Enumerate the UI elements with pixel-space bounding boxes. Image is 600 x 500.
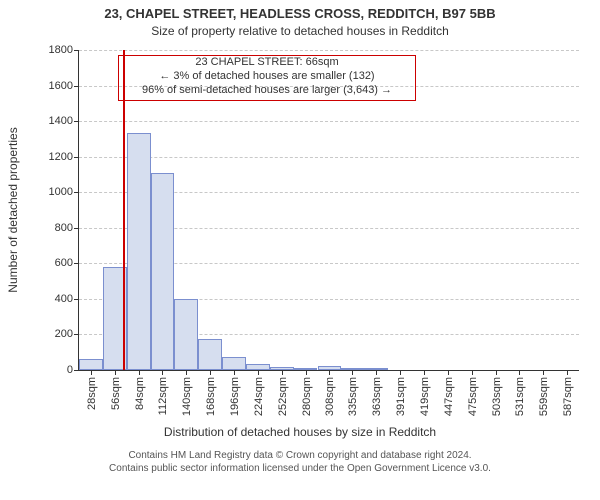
x-tick-mark	[543, 370, 544, 375]
annotation-line: 23 CHAPEL STREET: 66sqm	[119, 56, 415, 70]
x-tick-label: 587sqm	[560, 377, 574, 416]
x-tick-label: 308sqm	[322, 377, 336, 416]
y-tick-label: 800	[55, 222, 79, 234]
histogram-bar	[127, 133, 151, 370]
annotation-line: 96% of semi-detached houses are larger (…	[119, 84, 415, 98]
x-tick-mark	[400, 370, 401, 375]
x-tick-label: 335sqm	[345, 377, 359, 416]
x-tick-label: 419sqm	[417, 377, 431, 416]
gridline	[79, 50, 579, 51]
chart-subtitle: Size of property relative to detached ho…	[0, 24, 600, 38]
y-tick-label: 0	[67, 364, 79, 376]
x-tick-mark	[306, 370, 307, 375]
y-tick-label: 200	[55, 328, 79, 340]
x-tick-mark	[376, 370, 377, 375]
x-tick-mark	[258, 370, 259, 375]
x-tick-mark	[472, 370, 473, 375]
x-tick-label: 280sqm	[299, 377, 313, 416]
x-tick-mark	[424, 370, 425, 375]
x-tick-label: 475sqm	[465, 377, 479, 416]
x-tick-label: 252sqm	[275, 377, 289, 416]
histogram-bar	[174, 299, 198, 370]
x-tick-mark	[91, 370, 92, 375]
histogram-bar	[198, 339, 222, 370]
x-tick-mark	[234, 370, 235, 375]
x-tick-label: 447sqm	[441, 377, 455, 416]
x-tick-mark	[115, 370, 116, 375]
footer-line: Contains public sector information licen…	[0, 463, 600, 476]
figure-container: 23, CHAPEL STREET, HEADLESS CROSS, REDDI…	[0, 0, 600, 500]
x-tick-label: 196sqm	[227, 377, 241, 416]
x-tick-mark	[210, 370, 211, 375]
y-tick-label: 400	[55, 293, 79, 305]
y-tick-label: 1400	[49, 115, 79, 127]
y-tick-label: 1800	[49, 44, 79, 56]
x-tick-label: 224sqm	[251, 377, 265, 416]
y-tick-label: 600	[55, 257, 79, 269]
x-tick-mark	[282, 370, 283, 375]
y-axis-label: Number of detached properties	[6, 127, 20, 292]
x-tick-label: 28sqm	[84, 377, 98, 410]
x-tick-mark	[186, 370, 187, 375]
histogram-bar	[151, 173, 175, 370]
x-axis-label: Distribution of detached houses by size …	[0, 425, 600, 439]
x-tick-label: 559sqm	[536, 377, 550, 416]
x-tick-label: 391sqm	[393, 377, 407, 416]
gridline	[79, 157, 579, 158]
x-tick-label: 531sqm	[512, 377, 526, 416]
x-tick-label: 363sqm	[369, 377, 383, 416]
x-tick-label: 112sqm	[155, 377, 169, 415]
x-tick-label: 503sqm	[489, 377, 503, 416]
footer-attribution: Contains HM Land Registry data © Crown c…	[0, 450, 600, 475]
x-tick-mark	[519, 370, 520, 375]
x-tick-mark	[329, 370, 330, 375]
property-annotation-box: 23 CHAPEL STREET: 66sqm← 3% of detached …	[118, 55, 416, 101]
x-tick-mark	[352, 370, 353, 375]
x-tick-mark	[496, 370, 497, 375]
x-tick-label: 168sqm	[203, 377, 217, 416]
y-tick-label: 1600	[49, 80, 79, 92]
y-tick-label: 1000	[49, 186, 79, 198]
x-tick-mark	[448, 370, 449, 375]
x-tick-mark	[139, 370, 140, 375]
gridline	[79, 121, 579, 122]
footer-line: Contains HM Land Registry data © Crown c…	[0, 450, 600, 463]
x-tick-mark	[567, 370, 568, 375]
x-tick-label: 140sqm	[179, 377, 193, 416]
chart-title: 23, CHAPEL STREET, HEADLESS CROSS, REDDI…	[0, 6, 600, 21]
x-tick-mark	[162, 370, 163, 375]
histogram-bar	[222, 357, 246, 370]
x-tick-label: 84sqm	[132, 377, 146, 410]
x-tick-label: 56sqm	[108, 377, 122, 410]
annotation-line: ← 3% of detached houses are smaller (132…	[119, 70, 415, 84]
y-tick-label: 1200	[49, 151, 79, 163]
histogram-bar	[79, 359, 103, 370]
